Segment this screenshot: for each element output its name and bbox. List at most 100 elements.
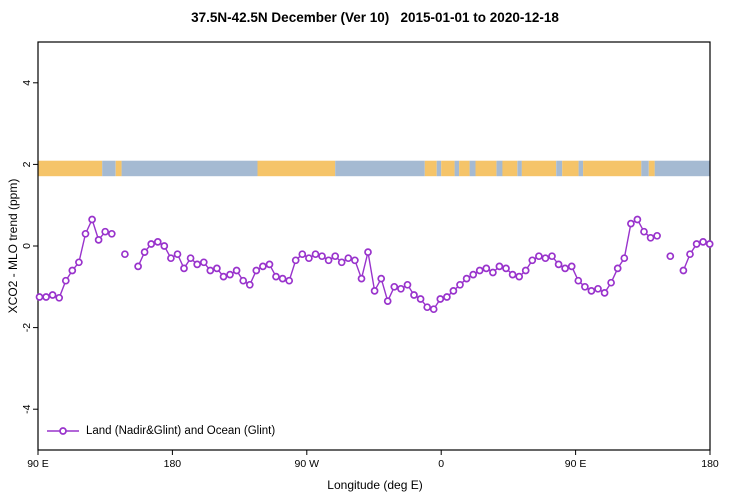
y-tick-label: -4 bbox=[21, 404, 33, 413]
data-point bbox=[482, 264, 491, 273]
data-point bbox=[344, 254, 353, 263]
data-point bbox=[226, 270, 234, 279]
data-point bbox=[272, 272, 280, 281]
data-point bbox=[180, 264, 188, 273]
data-point bbox=[535, 252, 543, 261]
x-axis-label: Longitude (deg E) bbox=[327, 478, 423, 492]
legend-label: Land (Nadir&Glint) and Ocean (Glint) bbox=[86, 425, 276, 437]
y-axis-label: XCO2 - MLO trend (ppm) bbox=[6, 178, 20, 314]
data-point bbox=[48, 291, 57, 299]
data-point bbox=[107, 229, 116, 238]
band-segment-land bbox=[38, 160, 103, 177]
data-point bbox=[587, 287, 596, 295]
data-point bbox=[337, 258, 346, 267]
data-point bbox=[646, 233, 655, 242]
band-segment-land bbox=[521, 160, 557, 177]
data-point bbox=[679, 266, 688, 275]
chart-title: 37.5N-42.5N December (Ver 10) 2015-01-01… bbox=[191, 10, 559, 25]
data-point bbox=[318, 252, 326, 261]
data-point bbox=[55, 293, 64, 302]
data-point bbox=[613, 264, 622, 273]
band-segment-ocean bbox=[121, 160, 258, 177]
data-point bbox=[666, 252, 675, 261]
data-point bbox=[548, 252, 556, 261]
data-point bbox=[35, 293, 44, 301]
data-point bbox=[416, 295, 425, 303]
data-point bbox=[121, 250, 129, 259]
band-segment-land bbox=[583, 160, 642, 177]
data-point bbox=[245, 280, 254, 289]
data-point bbox=[653, 231, 661, 240]
data-point bbox=[364, 248, 372, 256]
data-point bbox=[554, 260, 563, 269]
data-point bbox=[640, 227, 648, 236]
data-point bbox=[88, 215, 96, 224]
data-point bbox=[265, 260, 274, 269]
data-point bbox=[331, 252, 340, 261]
data-point bbox=[567, 262, 576, 271]
data-point bbox=[61, 276, 70, 285]
data-point bbox=[561, 264, 569, 273]
band-segment-land bbox=[424, 160, 437, 177]
data-point bbox=[160, 242, 169, 250]
band-segment-ocean bbox=[654, 160, 710, 177]
data-point bbox=[508, 270, 517, 279]
data-point bbox=[574, 276, 583, 285]
data-point bbox=[206, 266, 215, 275]
data-point bbox=[627, 219, 635, 228]
data-point bbox=[692, 240, 701, 248]
band-segment-land bbox=[115, 160, 122, 177]
x-tick-label: 180 bbox=[701, 458, 719, 470]
data-point bbox=[147, 240, 156, 248]
data-point bbox=[239, 276, 248, 285]
data-point bbox=[219, 272, 228, 281]
data-point bbox=[436, 295, 445, 303]
data-point bbox=[456, 280, 464, 289]
data-point bbox=[686, 250, 694, 259]
data-point bbox=[140, 248, 149, 256]
plot-border bbox=[37, 41, 711, 451]
data-point bbox=[213, 264, 221, 273]
data-point bbox=[383, 297, 392, 305]
data-point bbox=[633, 215, 642, 224]
band-segment-land bbox=[502, 160, 518, 177]
data-point bbox=[462, 274, 471, 283]
data-point bbox=[311, 250, 320, 259]
data-point bbox=[443, 293, 451, 301]
data-point bbox=[324, 256, 333, 265]
y-tick-label: 4 bbox=[21, 80, 33, 86]
data-point bbox=[581, 282, 589, 291]
data-point bbox=[515, 272, 524, 281]
data-point bbox=[259, 262, 267, 271]
data-point bbox=[600, 289, 609, 297]
band-segment-ocean bbox=[469, 160, 476, 177]
data-point bbox=[167, 254, 175, 263]
data-point bbox=[377, 274, 386, 283]
data-point bbox=[351, 256, 359, 265]
band-segment-land bbox=[441, 160, 455, 177]
band-segment-land bbox=[257, 160, 336, 177]
band-segment-ocean bbox=[454, 160, 460, 177]
data-point bbox=[429, 305, 438, 314]
data-point bbox=[291, 256, 300, 265]
data-point bbox=[370, 287, 379, 295]
data-point bbox=[193, 260, 202, 269]
data-point bbox=[173, 250, 182, 259]
x-tick-label: 180 bbox=[164, 458, 182, 470]
x-tick-label: 90 E bbox=[565, 458, 587, 470]
legend-point bbox=[59, 427, 67, 435]
data-point bbox=[607, 278, 615, 287]
data-point bbox=[528, 256, 537, 265]
band-segment-land bbox=[562, 160, 579, 177]
data-point bbox=[357, 274, 366, 283]
legend: Land (Nadir&Glint) and Ocean (Glint) bbox=[46, 425, 275, 437]
band-segment-land bbox=[475, 160, 497, 177]
y-tick-label: 2 bbox=[21, 161, 33, 167]
band-segment-land bbox=[648, 160, 655, 177]
data-point bbox=[153, 238, 162, 246]
data-point bbox=[705, 240, 714, 248]
data-point bbox=[449, 287, 458, 295]
band-segment-ocean bbox=[496, 160, 503, 177]
data-point bbox=[199, 258, 208, 267]
